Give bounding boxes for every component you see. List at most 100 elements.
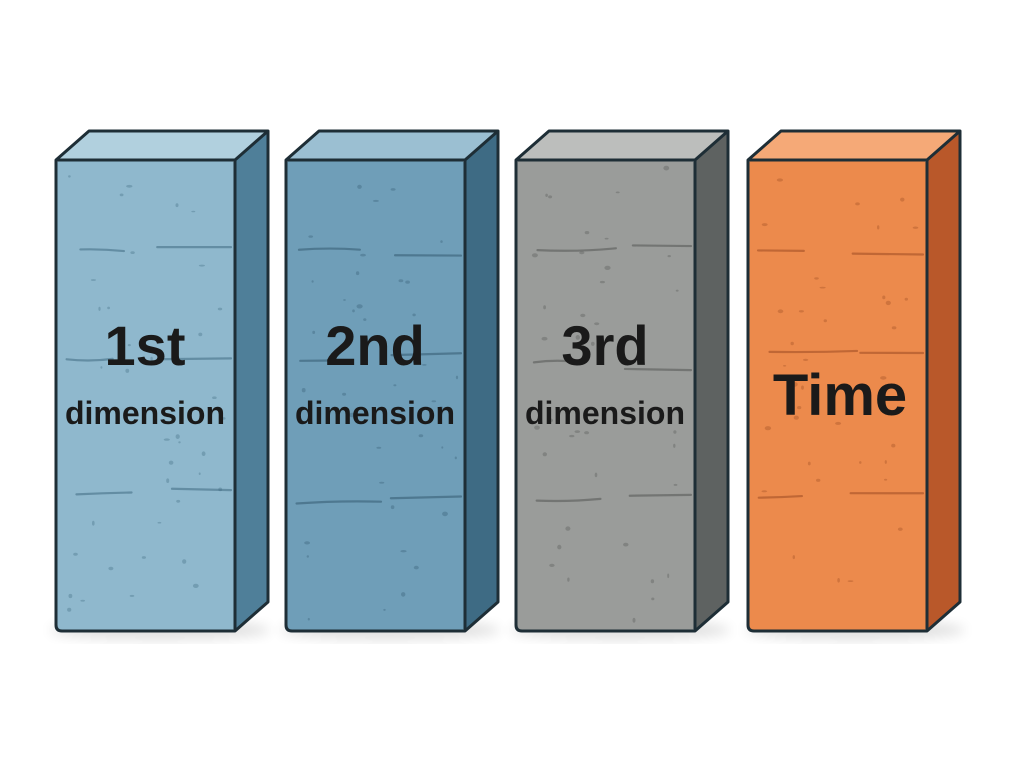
- stone-speck: [413, 565, 419, 570]
- stone-speck: [68, 175, 71, 178]
- stone-speck: [884, 478, 888, 481]
- block-texture: [65, 175, 233, 612]
- stone-speck: [847, 580, 854, 582]
- stone-crack: [65, 357, 114, 362]
- stone-speck: [166, 478, 170, 484]
- stone-speck: [418, 434, 424, 438]
- block-label-line2: dimension: [295, 395, 455, 431]
- stone-speck: [98, 306, 101, 311]
- stone-speck: [80, 599, 85, 602]
- stone-speck: [599, 280, 605, 284]
- stone-speck: [175, 434, 180, 439]
- stone-speck: [352, 309, 355, 313]
- stone-speck: [816, 478, 821, 482]
- stone-crack: [631, 244, 693, 248]
- stone-speck: [792, 382, 798, 387]
- block-texture: [531, 165, 693, 623]
- stone-crack: [535, 497, 602, 503]
- block-side-face: [465, 131, 498, 631]
- stone-speck: [383, 608, 386, 611]
- stone-speck: [390, 505, 395, 510]
- stone-speck: [198, 332, 203, 337]
- stone-speck: [307, 617, 310, 621]
- stone-speck: [126, 184, 133, 188]
- stone-speck: [541, 336, 548, 341]
- block-top-face: [748, 131, 960, 160]
- stone-speck: [454, 456, 457, 460]
- block-top-face: [286, 131, 498, 160]
- stone-speck: [73, 552, 78, 556]
- stone-speck: [569, 434, 575, 438]
- block-front-face: [56, 160, 235, 631]
- stone-speck: [543, 305, 546, 310]
- stone-speck: [198, 472, 201, 476]
- stone-speck: [201, 451, 206, 457]
- stone-crack: [295, 500, 383, 505]
- stone-speck: [412, 313, 416, 317]
- stone-speck: [673, 483, 678, 486]
- stone-speck: [792, 555, 795, 560]
- stone-speck: [819, 286, 826, 289]
- stone-speck: [632, 617, 636, 623]
- stone-speck: [182, 559, 187, 564]
- stone-speck: [790, 341, 794, 346]
- stone-speck: [885, 300, 891, 306]
- stone-speck: [548, 195, 553, 199]
- stone-speck: [441, 446, 444, 449]
- stone-speck: [191, 210, 196, 213]
- stone-crack: [532, 359, 576, 364]
- stone-speck: [176, 499, 181, 503]
- stone-speck: [349, 412, 355, 418]
- stone-speck: [342, 392, 347, 396]
- stone-speck: [175, 203, 179, 208]
- stone-speck: [431, 400, 437, 403]
- stone-speck: [761, 490, 768, 493]
- stone-speck: [673, 443, 676, 448]
- block-side-face: [927, 131, 960, 631]
- stone-speck: [119, 193, 124, 197]
- stone-crack: [757, 494, 804, 499]
- stone-speck: [107, 306, 110, 310]
- stone-speck: [675, 289, 679, 292]
- stone-speck: [884, 460, 887, 464]
- block-top-face: [516, 131, 728, 160]
- stone-speck: [217, 307, 223, 311]
- stone-crack: [79, 248, 126, 253]
- stone-speck: [623, 542, 629, 547]
- stone-speck: [837, 578, 840, 583]
- block-side-face: [235, 131, 268, 631]
- block-texture: [295, 184, 463, 621]
- stone-speck: [356, 304, 363, 309]
- stone-speck: [363, 318, 367, 321]
- stone-speck: [157, 521, 162, 524]
- stone-speck: [438, 406, 444, 411]
- stone-speck: [776, 178, 784, 182]
- stone-speck: [163, 438, 170, 441]
- block-label-line1: 2nd: [325, 314, 425, 377]
- stone-speck: [604, 265, 611, 270]
- stone-speck: [667, 573, 670, 579]
- stone-speck: [579, 251, 585, 255]
- stone-crack: [297, 247, 361, 251]
- stone-speck: [150, 356, 153, 361]
- stone-speck: [192, 583, 199, 589]
- stone-speck: [801, 385, 804, 390]
- block-label-line1: 3rd: [561, 314, 648, 377]
- block-time: Time: [745, 129, 965, 640]
- stone-speck: [127, 344, 131, 347]
- stone-speck: [311, 280, 314, 283]
- stone-speck: [343, 299, 346, 301]
- stone-speck: [897, 527, 903, 531]
- stone-crack: [299, 359, 345, 362]
- stone-speck: [802, 358, 809, 361]
- stone-speck: [797, 406, 802, 410]
- stone-speck: [891, 443, 896, 448]
- stone-speck: [401, 592, 406, 597]
- stone-speck: [855, 202, 860, 206]
- stone-speck: [357, 184, 362, 189]
- stone-speck: [308, 235, 314, 238]
- block-label-line2: dimension: [65, 395, 225, 431]
- stone-crack: [75, 491, 133, 496]
- block-2nd-dimension: 2nd dimension: [280, 129, 500, 640]
- stone-speck: [651, 597, 655, 601]
